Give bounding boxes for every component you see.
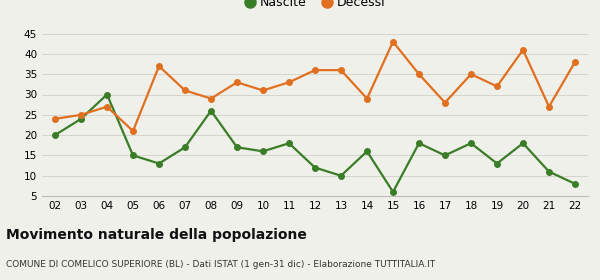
Text: COMUNE DI COMELICO SUPERIORE (BL) - Dati ISTAT (1 gen-31 dic) - Elaborazione TUT: COMUNE DI COMELICO SUPERIORE (BL) - Dati… xyxy=(6,260,435,269)
Legend: Nascite, Decessi: Nascite, Decessi xyxy=(240,0,390,14)
Text: Movimento naturale della popolazione: Movimento naturale della popolazione xyxy=(6,228,307,242)
